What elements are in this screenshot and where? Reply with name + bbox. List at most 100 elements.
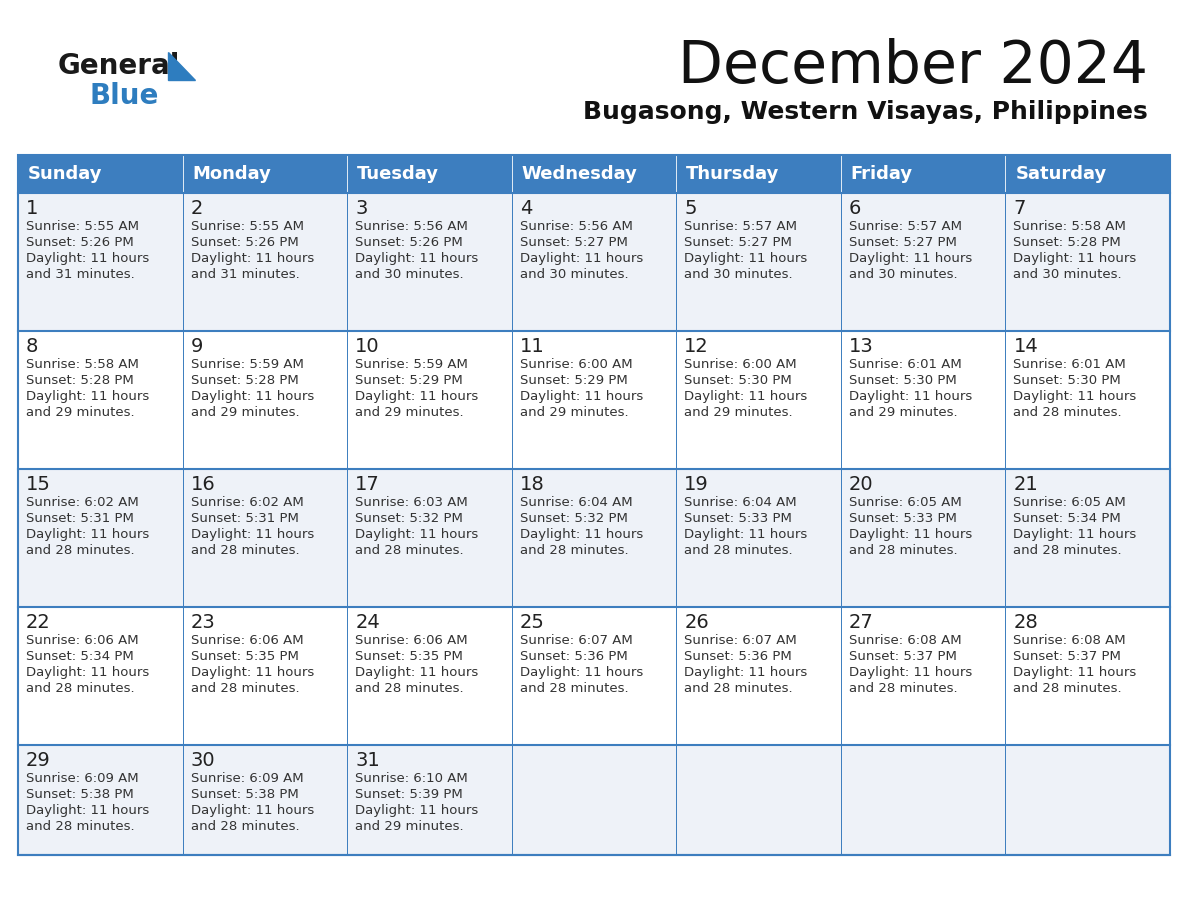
- Bar: [841, 331, 1005, 469]
- Bar: [183, 469, 347, 607]
- Text: Daylight: 11 hours: Daylight: 11 hours: [519, 252, 643, 265]
- Text: Daylight: 11 hours: Daylight: 11 hours: [190, 666, 314, 679]
- Bar: [347, 607, 512, 745]
- Text: 1: 1: [26, 199, 38, 218]
- Text: Sunrise: 5:55 AM: Sunrise: 5:55 AM: [26, 220, 139, 233]
- Text: Daylight: 11 hours: Daylight: 11 hours: [684, 252, 808, 265]
- Text: Sunset: 5:27 PM: Sunset: 5:27 PM: [519, 236, 627, 249]
- Text: and 31 minutes.: and 31 minutes.: [190, 268, 299, 281]
- Text: and 28 minutes.: and 28 minutes.: [1013, 406, 1121, 419]
- Bar: [676, 331, 841, 469]
- Text: and 29 minutes.: and 29 minutes.: [26, 406, 134, 419]
- Text: Sunset: 5:28 PM: Sunset: 5:28 PM: [26, 374, 134, 387]
- Text: Sunset: 5:30 PM: Sunset: 5:30 PM: [1013, 374, 1121, 387]
- Text: 28: 28: [1013, 613, 1038, 632]
- Text: Daylight: 11 hours: Daylight: 11 hours: [849, 390, 972, 403]
- Text: 7: 7: [1013, 199, 1025, 218]
- Text: Daylight: 11 hours: Daylight: 11 hours: [190, 390, 314, 403]
- Bar: [18, 331, 183, 469]
- Text: Bugasong, Western Visayas, Philippines: Bugasong, Western Visayas, Philippines: [583, 100, 1148, 124]
- Text: Sunset: 5:36 PM: Sunset: 5:36 PM: [519, 650, 627, 663]
- Text: and 28 minutes.: and 28 minutes.: [1013, 544, 1121, 557]
- Bar: [1005, 331, 1170, 469]
- Text: Sunrise: 5:56 AM: Sunrise: 5:56 AM: [519, 220, 632, 233]
- Text: Sunset: 5:35 PM: Sunset: 5:35 PM: [355, 650, 463, 663]
- Text: 8: 8: [26, 337, 38, 356]
- Text: Sunset: 5:30 PM: Sunset: 5:30 PM: [849, 374, 956, 387]
- Text: 9: 9: [190, 337, 203, 356]
- Bar: [841, 155, 1005, 193]
- Text: Daylight: 11 hours: Daylight: 11 hours: [849, 252, 972, 265]
- Text: and 28 minutes.: and 28 minutes.: [849, 544, 958, 557]
- Text: Sunset: 5:26 PM: Sunset: 5:26 PM: [190, 236, 298, 249]
- Text: Sunrise: 6:07 AM: Sunrise: 6:07 AM: [519, 634, 632, 647]
- Text: Sunrise: 6:08 AM: Sunrise: 6:08 AM: [849, 634, 961, 647]
- Text: Sunset: 5:30 PM: Sunset: 5:30 PM: [684, 374, 792, 387]
- Text: 18: 18: [519, 475, 544, 494]
- Text: Sunrise: 5:59 AM: Sunrise: 5:59 AM: [355, 358, 468, 371]
- Text: Sunset: 5:34 PM: Sunset: 5:34 PM: [26, 650, 134, 663]
- Text: Sunrise: 6:08 AM: Sunrise: 6:08 AM: [1013, 634, 1126, 647]
- Bar: [676, 193, 841, 331]
- Text: Daylight: 11 hours: Daylight: 11 hours: [1013, 528, 1137, 541]
- Text: Sunset: 5:26 PM: Sunset: 5:26 PM: [26, 236, 134, 249]
- Text: Daylight: 11 hours: Daylight: 11 hours: [355, 804, 479, 817]
- Bar: [183, 193, 347, 331]
- Text: Daylight: 11 hours: Daylight: 11 hours: [26, 804, 150, 817]
- Text: Sunrise: 6:05 AM: Sunrise: 6:05 AM: [1013, 496, 1126, 509]
- Text: Sunrise: 6:02 AM: Sunrise: 6:02 AM: [26, 496, 139, 509]
- Text: Sunset: 5:28 PM: Sunset: 5:28 PM: [190, 374, 298, 387]
- Bar: [1005, 193, 1170, 331]
- Text: 10: 10: [355, 337, 380, 356]
- Text: and 29 minutes.: and 29 minutes.: [849, 406, 958, 419]
- Text: 22: 22: [26, 613, 51, 632]
- Text: Daylight: 11 hours: Daylight: 11 hours: [26, 252, 150, 265]
- Bar: [183, 745, 347, 855]
- Text: Sunrise: 5:55 AM: Sunrise: 5:55 AM: [190, 220, 304, 233]
- Text: Sunrise: 6:04 AM: Sunrise: 6:04 AM: [684, 496, 797, 509]
- Text: 15: 15: [26, 475, 51, 494]
- Text: Daylight: 11 hours: Daylight: 11 hours: [849, 528, 972, 541]
- Bar: [512, 745, 676, 855]
- Text: Sunrise: 6:02 AM: Sunrise: 6:02 AM: [190, 496, 303, 509]
- Text: and 28 minutes.: and 28 minutes.: [849, 682, 958, 695]
- Bar: [183, 331, 347, 469]
- Text: Sunset: 5:37 PM: Sunset: 5:37 PM: [849, 650, 956, 663]
- Bar: [512, 469, 676, 607]
- Text: and 28 minutes.: and 28 minutes.: [684, 544, 792, 557]
- Bar: [347, 745, 512, 855]
- Text: 20: 20: [849, 475, 873, 494]
- Bar: [1005, 745, 1170, 855]
- Text: Sunrise: 6:06 AM: Sunrise: 6:06 AM: [26, 634, 139, 647]
- Text: Sunset: 5:34 PM: Sunset: 5:34 PM: [1013, 512, 1121, 525]
- Text: Sunset: 5:31 PM: Sunset: 5:31 PM: [26, 512, 134, 525]
- Text: Sunset: 5:39 PM: Sunset: 5:39 PM: [355, 788, 463, 801]
- Text: and 28 minutes.: and 28 minutes.: [519, 544, 628, 557]
- Text: Sunrise: 6:06 AM: Sunrise: 6:06 AM: [355, 634, 468, 647]
- Bar: [1005, 155, 1170, 193]
- Text: and 30 minutes.: and 30 minutes.: [355, 268, 463, 281]
- Text: Sunrise: 6:00 AM: Sunrise: 6:00 AM: [684, 358, 797, 371]
- Text: 12: 12: [684, 337, 709, 356]
- Text: and 29 minutes.: and 29 minutes.: [190, 406, 299, 419]
- Text: Wednesday: Wednesday: [522, 165, 638, 183]
- Text: Daylight: 11 hours: Daylight: 11 hours: [355, 390, 479, 403]
- Text: Sunset: 5:36 PM: Sunset: 5:36 PM: [684, 650, 792, 663]
- Text: 21: 21: [1013, 475, 1038, 494]
- Text: Daylight: 11 hours: Daylight: 11 hours: [849, 666, 972, 679]
- Text: Sunday: Sunday: [29, 165, 102, 183]
- Text: Sunrise: 6:01 AM: Sunrise: 6:01 AM: [1013, 358, 1126, 371]
- Text: Sunrise: 5:57 AM: Sunrise: 5:57 AM: [684, 220, 797, 233]
- Text: 25: 25: [519, 613, 544, 632]
- Bar: [841, 607, 1005, 745]
- Bar: [841, 469, 1005, 607]
- Bar: [512, 155, 676, 193]
- Text: and 29 minutes.: and 29 minutes.: [519, 406, 628, 419]
- Bar: [841, 193, 1005, 331]
- Text: Daylight: 11 hours: Daylight: 11 hours: [190, 252, 314, 265]
- Text: Daylight: 11 hours: Daylight: 11 hours: [684, 390, 808, 403]
- Bar: [18, 745, 183, 855]
- Bar: [183, 607, 347, 745]
- Text: Daylight: 11 hours: Daylight: 11 hours: [1013, 252, 1137, 265]
- Text: 6: 6: [849, 199, 861, 218]
